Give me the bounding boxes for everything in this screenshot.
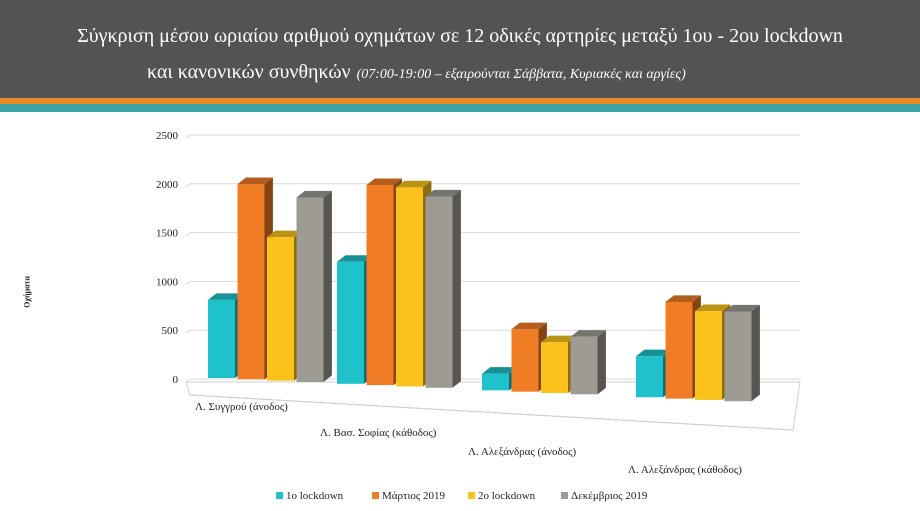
bar-top (636, 349, 672, 357)
bar-top (296, 190, 332, 198)
x-category-label: Λ. Βασ. Σοφίας (κάθοδος) (320, 427, 437, 439)
y-tick-label: 1000 (156, 276, 179, 288)
bar-side (751, 304, 760, 402)
legend-label: Μάρτιος 2019 (382, 490, 446, 502)
header-banner (0, 0, 920, 98)
bar-side (597, 330, 606, 395)
legend-swatch (276, 492, 283, 499)
bar-top (541, 335, 577, 343)
legend-label: 2ο lockdown (478, 490, 536, 502)
x-category-label: Λ. Αλεξάνδρας (άνοδος) (468, 446, 576, 458)
y-axis-label: Οχήματα (22, 276, 32, 308)
bar-3-1 (665, 301, 693, 399)
y-tick-label: 2000 (156, 179, 179, 191)
bar-top (237, 177, 273, 185)
bar-3-3 (724, 311, 752, 402)
bar-3-0 (636, 356, 663, 398)
bar-chart: 0 500 1000 1500 2000 2500 Λ. Συγγρού (άνοδος) Λ… (156, 130, 801, 502)
gridline-tick (185, 183, 191, 188)
chart-title-line2: και κανονικών συνθηκών (07:00-19:00 – εξα… (147, 61, 686, 84)
chart-title: Σύγκριση μέσου ωριαίου αριθμού οχημάτων … (77, 25, 843, 47)
bar-0-2 (267, 237, 294, 381)
legend-label: 1ο lockdown (286, 490, 344, 502)
legend-swatch (561, 492, 568, 499)
bar-top (337, 255, 373, 262)
floor-front-edge (189, 394, 794, 431)
gridline-tick (185, 329, 191, 334)
y-tick-label: 0 (173, 374, 179, 386)
bar-2-0 (482, 373, 509, 391)
chart-subtitle-note: (07:00-19:00 – εξαιρούνται Σάββατα, Κυρι… (356, 67, 686, 82)
legend-label: Δεκέμβριος 2019 (571, 490, 648, 502)
bar-1-1 (366, 185, 394, 386)
bar-2-3 (570, 336, 598, 395)
y-tick-label: 2500 (156, 130, 179, 142)
bar-top (366, 178, 402, 186)
bar-top (724, 304, 760, 312)
bar-top (425, 189, 461, 197)
gridline-tick (185, 280, 191, 285)
bar-top (665, 295, 701, 302)
x-category-label: Λ. Αλεξάνδρας (κάθοδος) (628, 464, 742, 476)
bar-top (695, 304, 731, 312)
bar-top (482, 367, 518, 374)
bar-0-3 (296, 197, 324, 382)
bar-side (452, 189, 461, 388)
x-category-label: Λ. Συγγρού (άνοδος) (195, 401, 288, 413)
bar-1-2 (396, 187, 423, 387)
bar-top (511, 322, 547, 330)
bar-top (208, 293, 244, 300)
chart-title-continued: και κανονικών συνθηκών (147, 61, 351, 83)
bar-side (323, 190, 332, 382)
bar-3-2 (695, 311, 722, 400)
bar-1-3 (425, 196, 453, 388)
bar-0-0 (208, 299, 235, 378)
gridline-tick (185, 232, 191, 236)
legend-swatch (468, 492, 475, 499)
legend-swatch (372, 492, 379, 499)
gridline-tick (185, 134, 191, 139)
bar-2-2 (541, 342, 568, 393)
bar-2-1 (511, 329, 539, 392)
bar-0-1 (237, 184, 265, 380)
bar-1-0 (337, 261, 364, 384)
bar-top (396, 180, 432, 188)
bar-top (267, 230, 303, 238)
teal-divider (0, 104, 920, 112)
bar-top (570, 330, 606, 337)
y-tick-label: 1500 (156, 228, 179, 240)
orange-divider (0, 98, 920, 104)
y-tick-label: 500 (162, 325, 179, 337)
